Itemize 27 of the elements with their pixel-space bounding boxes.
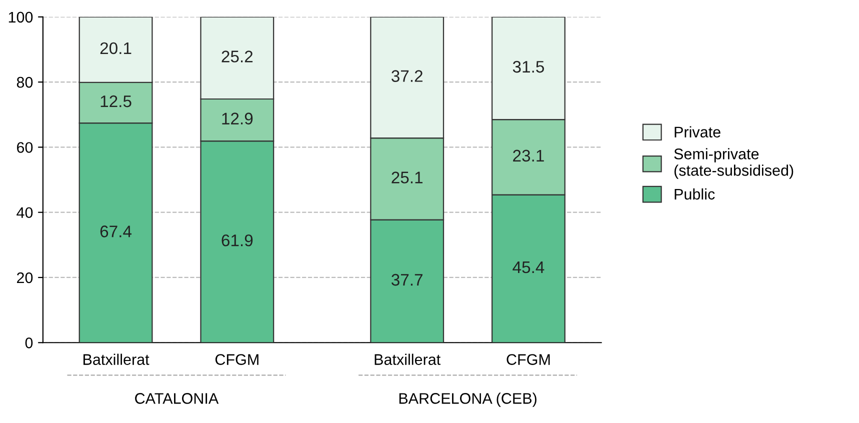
legend-label: Private bbox=[674, 126, 720, 138]
y-tick-label: 100 bbox=[8, 12, 33, 23]
text: CATALONIA bbox=[135, 393, 219, 404]
data-label: 31.5 bbox=[512, 60, 544, 73]
x-tick-label: CFGM bbox=[215, 354, 258, 365]
x-tick-label: Batxillerat bbox=[83, 354, 150, 365]
y-tick-label: 20 bbox=[17, 272, 33, 284]
x-tick-label: Batxillerat bbox=[374, 354, 441, 365]
data-label: 67.4 bbox=[100, 226, 132, 238]
y-tick-label: 80 bbox=[16, 76, 33, 88]
data-label: 25.2 bbox=[222, 50, 253, 62]
data-label: 25.1 bbox=[392, 172, 422, 184]
data-label: 12.9 bbox=[222, 112, 253, 124]
data-label: 20.1 bbox=[100, 42, 132, 54]
data-label: 37.7 bbox=[392, 274, 422, 286]
x-tick-label: CFGM bbox=[506, 354, 550, 365]
y-tick-label: 40 bbox=[16, 207, 33, 218]
y-tick-label: 0 bbox=[25, 338, 33, 348]
data-label: 45.4 bbox=[512, 262, 544, 274]
text: BARCELONA (CEB) bbox=[399, 392, 536, 407]
data-label: 37.2 bbox=[392, 70, 422, 82]
data-label: 12.5 bbox=[100, 95, 132, 108]
legend-label: Semi-private (state-subsidised) bbox=[674, 148, 794, 179]
y-tick-label: 60 bbox=[17, 142, 33, 153]
legend-label: Public bbox=[674, 188, 715, 200]
data-label: 23.1 bbox=[513, 150, 544, 162]
data-label: 61.9 bbox=[222, 234, 253, 246]
